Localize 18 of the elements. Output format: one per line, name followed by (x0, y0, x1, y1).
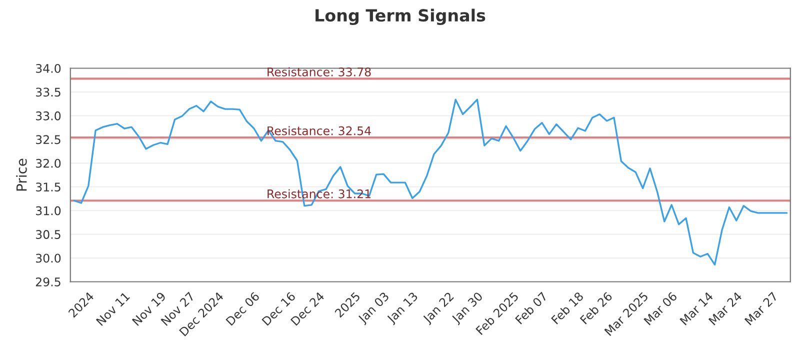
y-tick-label: 31.0 (36, 206, 61, 216)
x-tick-label: Nov 11 (96, 292, 130, 326)
y-tick-label: 29.5 (36, 277, 60, 286)
x-tick-label: Mar 27 (744, 292, 778, 326)
y-tick-label: 31.5 (36, 182, 60, 192)
y-tick-label: 30.5 (36, 230, 60, 239)
line-series (73, 98, 788, 266)
y-tick-label: 30.0 (36, 254, 61, 263)
ref-line-label: Resistance: 33.78 (268, 67, 371, 76)
y-axis-title: Price (16, 158, 27, 191)
y-tick-label: 33.5 (36, 88, 60, 97)
ref-line-label: Resistance: 32.54 (268, 126, 371, 136)
y-tick-label: 33.0 (36, 111, 61, 120)
x-tick-label: Dec 06 (226, 291, 260, 326)
y-tick-label: 34.0 (36, 64, 61, 73)
chart-title: Long Term Signals (316, 8, 486, 26)
y-tick-label: 32.0 (36, 158, 61, 168)
y-tick-label: 32.5 (36, 135, 60, 144)
